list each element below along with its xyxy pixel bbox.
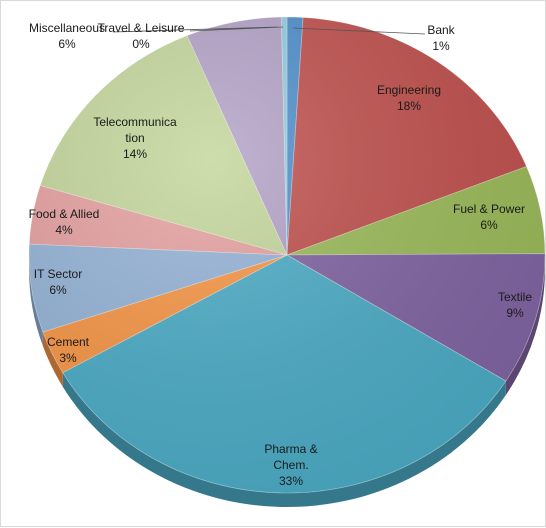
pie-slices [28,16,546,494]
slice-label-engineering: Engineering 18% [377,83,441,113]
slice-label-telecommunication: Telecommunica tion 14% [93,115,177,161]
slice-label-pharma-chem: Pharma & Chem. 33% [264,442,317,488]
slice-label-food-allied: Food & Allied 4% [29,207,100,237]
leader-line-travel-leisure [189,26,284,32]
slice-labels: Bank 1% Engineering 18% Fuel & Power 6% Textil… [29,21,533,488]
slice-label-miscellaneous: Miscellaneous 6% [29,21,105,51]
leader-lines [112,26,426,35]
slice-label-cement: Cement 3% [47,335,90,365]
slice-label-bank: Bank 1% [427,23,455,53]
leader-line-bank [292,27,426,35]
leader-line-miscellaneous [112,26,278,33]
slice-label-it-sector: IT Sector 6% [34,267,82,297]
slice-label-fuel-power: Fuel & Power 6% [453,202,525,232]
slice-label-textile: Textile 9% [498,290,532,320]
slice-label-travel-leisure: Travel & Leisure 0% [98,21,185,51]
